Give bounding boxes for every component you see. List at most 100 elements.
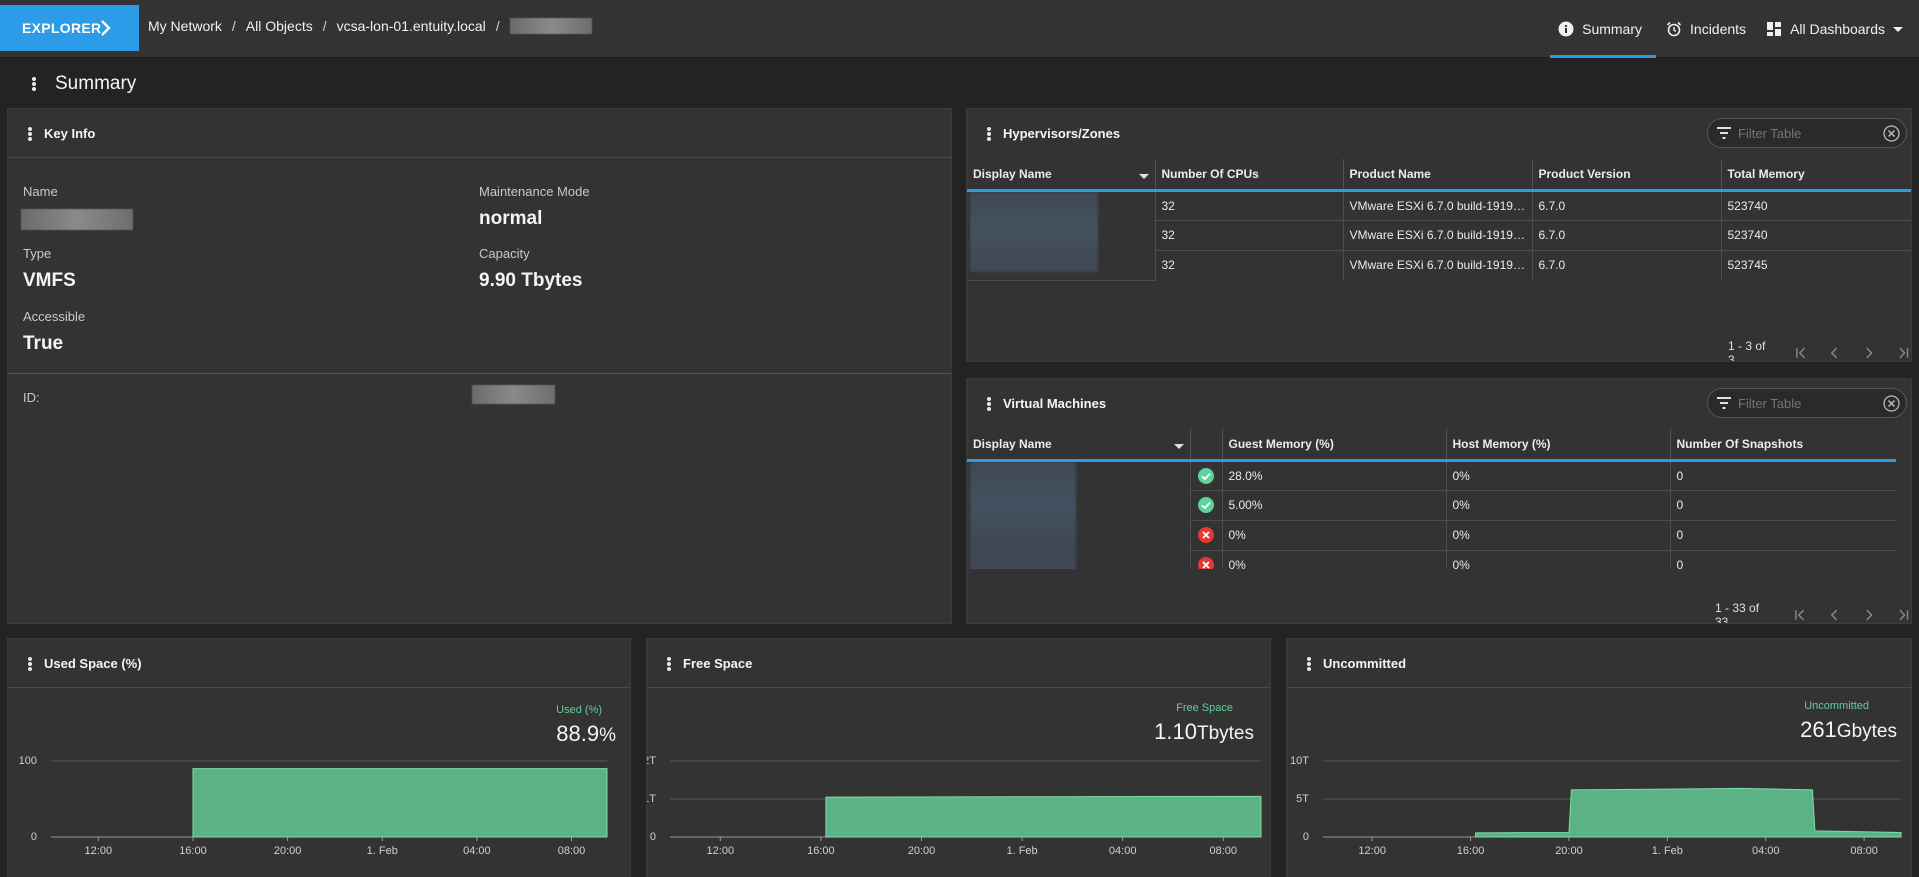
capacity-label: Capacity xyxy=(479,246,530,261)
table-cell: 0% xyxy=(1222,520,1447,551)
tab-summary-label: Summary xyxy=(1582,21,1643,37)
table-row[interactable]: 28.0% 0% 0 xyxy=(967,460,1896,569)
table-row[interactable]: 32 VMware ESXi 6.7.0 build-19195723 6.7.… xyxy=(967,220,1911,251)
col-display-name[interactable]: Display Name xyxy=(967,429,1191,462)
col-display-name[interactable]: Display Name xyxy=(967,159,1156,192)
last-page-icon[interactable] xyxy=(1896,607,1911,623)
hypervisors-menu-icon[interactable] xyxy=(987,127,991,141)
col-status[interactable] xyxy=(1190,429,1223,462)
key-info-header: Key Info xyxy=(8,109,951,158)
maintenance-mode-value: normal xyxy=(479,208,543,229)
x-tick-label: 04:00 xyxy=(1109,845,1137,857)
pager-range: 1 - 3 of 3 xyxy=(1728,339,1766,362)
key-info-panel: Key Info Name Maintenance Mode normal Ty… xyxy=(7,108,952,624)
page-header: Summary xyxy=(0,62,1919,106)
col-number-of-snapshots[interactable]: Number Of Snapshots xyxy=(1670,429,1896,462)
table-row[interactable]: 5.00% 0% 0 xyxy=(967,490,1896,521)
table-row[interactable]: 0% 0% 0 xyxy=(967,520,1896,551)
uncommitted-panel: Uncommitted Uncommitted 261Gbytes 0 5T 10T… xyxy=(1286,638,1912,877)
virtual-machines-panel: Virtual Machines Display Name Guest Memo… xyxy=(966,378,1912,624)
y-tick-label: 10T xyxy=(1290,755,1309,767)
info-icon xyxy=(1558,21,1574,37)
col-product-version[interactable]: Product Version xyxy=(1532,159,1722,192)
table-cell: 32 xyxy=(1155,250,1344,280)
table-cell: 0 xyxy=(1670,550,1896,569)
x-tick-label: 04:00 xyxy=(463,845,491,857)
last-page-icon[interactable] xyxy=(1896,345,1911,361)
col-number-of-cpus[interactable]: Number Of CPUs xyxy=(1155,159,1344,192)
col-display-name-label: Display Name xyxy=(973,166,1052,181)
free-space-chart: 0 1T 2T 12:00 16:00 20:00 1. Feb 04:00 08:00 xyxy=(647,755,1262,857)
page-title: Summary xyxy=(55,73,137,94)
explorer-button[interactable]: EXPLORER xyxy=(0,5,139,51)
col-guest-memory[interactable]: Guest Memory (%) xyxy=(1222,429,1447,462)
previous-page-icon[interactable] xyxy=(1827,607,1842,623)
table-cell: 6.7.0 xyxy=(1532,250,1722,280)
table-cell: 523740 xyxy=(1721,220,1911,251)
page-menu-icon[interactable] xyxy=(32,77,36,91)
next-page-icon[interactable] xyxy=(1861,607,1876,623)
breadcrumb-vcenter[interactable]: vcsa-lon-01.entuity.local xyxy=(336,18,486,34)
tab-summary[interactable]: Summary xyxy=(1550,0,1656,58)
col-product-name[interactable]: Product Name xyxy=(1343,159,1533,192)
hypervisors-header: Hypervisors/Zones xyxy=(967,109,1911,158)
used-space-current-value: 88.9 xyxy=(556,721,600,746)
hypervisors-filter-input[interactable] xyxy=(1738,125,1878,141)
table-cell xyxy=(1190,490,1223,521)
col-total-memory[interactable]: Total Memory xyxy=(1721,159,1911,192)
hypervisors-filter[interactable] xyxy=(1707,118,1907,148)
sort-down-icon[interactable] xyxy=(1138,171,1149,181)
table-cell: 32 xyxy=(1155,220,1344,251)
accessible-label: Accessible xyxy=(23,309,86,324)
uncommitted-current-unit: Gbytes xyxy=(1836,721,1897,742)
x-tick-label: 16:00 xyxy=(1457,845,1485,857)
table-row[interactable]: 32 VMware ESXi 6.7.0 build-19195723 6.7.… xyxy=(967,190,1911,281)
clear-filter-icon[interactable] xyxy=(1883,395,1900,412)
clear-filter-icon[interactable] xyxy=(1883,125,1900,142)
table-cell: 0% xyxy=(1446,490,1671,521)
used-space-menu-icon[interactable] xyxy=(28,657,32,671)
type-label: Type xyxy=(23,246,52,261)
uncommitted-menu-icon[interactable] xyxy=(1307,657,1311,671)
explorer-label: EXPLORER xyxy=(22,20,102,36)
free-space-current-unit: Tbytes xyxy=(1196,723,1254,744)
vms-filter-input[interactable] xyxy=(1738,395,1878,411)
col-display-name-label: Display Name xyxy=(973,436,1052,451)
table-row[interactable]: 32 VMware ESXi 6.7.0 build-19195723 6.7.… xyxy=(967,250,1911,280)
vm-name-redacted xyxy=(967,460,1191,569)
virtual-machines-menu-icon[interactable] xyxy=(987,397,991,411)
first-page-icon[interactable] xyxy=(1793,345,1808,361)
table-cell: 0% xyxy=(1446,550,1671,569)
x-tick-label: 16:00 xyxy=(807,845,835,857)
all-dashboards-dropdown[interactable]: All Dashboards xyxy=(1756,0,1919,58)
table-cell xyxy=(1190,520,1223,551)
first-page-icon[interactable] xyxy=(1792,607,1807,623)
key-info-menu-icon[interactable] xyxy=(28,127,32,141)
breadcrumb-all-objects[interactable]: All Objects xyxy=(245,18,313,34)
uncommitted-chart: 0 5T 10T 12:00 16:00 20:00 1. Feb 04:00 08:00 xyxy=(1290,755,1902,857)
breadcrumb-separator: / xyxy=(231,18,236,34)
next-page-icon[interactable] xyxy=(1861,345,1876,361)
vms-pager: 1 - 33 of 33 xyxy=(1715,601,1911,623)
dashboard-icon xyxy=(1767,22,1782,36)
vms-table-scroll[interactable]: Display Name Guest Memory (%) Host Memor… xyxy=(967,429,1896,569)
filter-icon xyxy=(1717,397,1731,409)
top-bar: EXPLORER My Network / All Objects / vcsa… xyxy=(0,0,1919,58)
free-space-menu-icon[interactable] xyxy=(667,657,671,671)
y-tick-label: 0 xyxy=(650,831,656,843)
previous-page-icon[interactable] xyxy=(1827,345,1842,361)
sort-down-icon[interactable] xyxy=(1173,441,1184,451)
chevron-down-icon xyxy=(1893,27,1903,32)
vms-filter[interactable] xyxy=(1707,388,1907,418)
tab-incidents[interactable]: Incidents xyxy=(1656,0,1756,58)
uncommitted-title: Uncommitted xyxy=(1323,656,1407,671)
table-cell: 523745 xyxy=(1727,258,1768,273)
col-host-memory[interactable]: Host Memory (%) xyxy=(1446,429,1671,462)
uncommitted-current: 261Gbytes xyxy=(1800,717,1897,743)
alarm-clock-icon xyxy=(1666,21,1682,37)
breadcrumb-my-network[interactable]: My Network xyxy=(148,18,222,34)
table-cell: 32 xyxy=(1155,190,1344,221)
series-area xyxy=(825,795,1262,838)
table-row[interactable]: 0% 0% 0 xyxy=(967,550,1896,569)
x-tick-label: 08:00 xyxy=(1850,845,1878,857)
